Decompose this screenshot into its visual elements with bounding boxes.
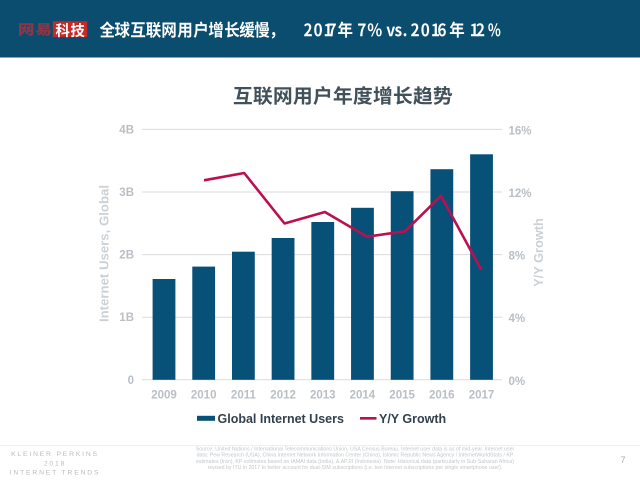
svg-text:12%: 12% — [509, 188, 532, 200]
svg-text:Source: United Nations / Inter: Source: United Nations / International T… — [196, 447, 515, 453]
svg-text:7: 7 — [621, 455, 626, 465]
svg-text:2011: 2011 — [231, 390, 257, 402]
svg-text:2013: 2013 — [310, 390, 336, 402]
svg-text:Global Internet Users: Global Internet Users — [218, 412, 344, 426]
svg-text:2010: 2010 — [191, 390, 217, 402]
svg-text:2016: 2016 — [429, 390, 455, 402]
svg-text:INTERNET TRENDS: INTERNET TRENDS — [10, 470, 101, 477]
svg-text:4%: 4% — [509, 313, 526, 325]
svg-text:Y/Y Growth: Y/Y Growth — [531, 218, 546, 287]
svg-text:KLEINER PERKINS: KLEINER PERKINS — [11, 451, 99, 458]
svg-text:16%: 16% — [509, 125, 532, 137]
svg-text:Internet Users, Global: Internet Users, Global — [96, 185, 111, 322]
svg-text:1B: 1B — [119, 312, 134, 324]
svg-text:data: Pew Research (USA); Chin: data: Pew Research (USA); China Internet… — [197, 453, 514, 459]
svg-text:2017: 2017 — [469, 390, 495, 402]
svg-text:0: 0 — [128, 375, 134, 387]
svg-text:2018: 2018 — [44, 461, 66, 468]
svg-text:2012: 2012 — [270, 390, 296, 402]
svg-text:2B: 2B — [119, 250, 134, 262]
svg-text:8%: 8% — [509, 251, 526, 263]
svg-text:2014: 2014 — [350, 390, 376, 402]
svg-text:estimates (Iran), KP estimates: estimates (Iran), KP estimates based on … — [196, 459, 514, 465]
svg-text:2015: 2015 — [389, 390, 415, 402]
svg-text:revised by ITU in 2017 to bett: revised by ITU in 2017 to better account… — [208, 465, 503, 471]
svg-text:0%: 0% — [509, 376, 526, 388]
svg-text:4B: 4B — [119, 124, 134, 136]
svg-text:3B: 3B — [119, 187, 134, 199]
svg-text:2009: 2009 — [151, 390, 177, 402]
svg-text:Y/Y Growth: Y/Y Growth — [379, 412, 446, 426]
